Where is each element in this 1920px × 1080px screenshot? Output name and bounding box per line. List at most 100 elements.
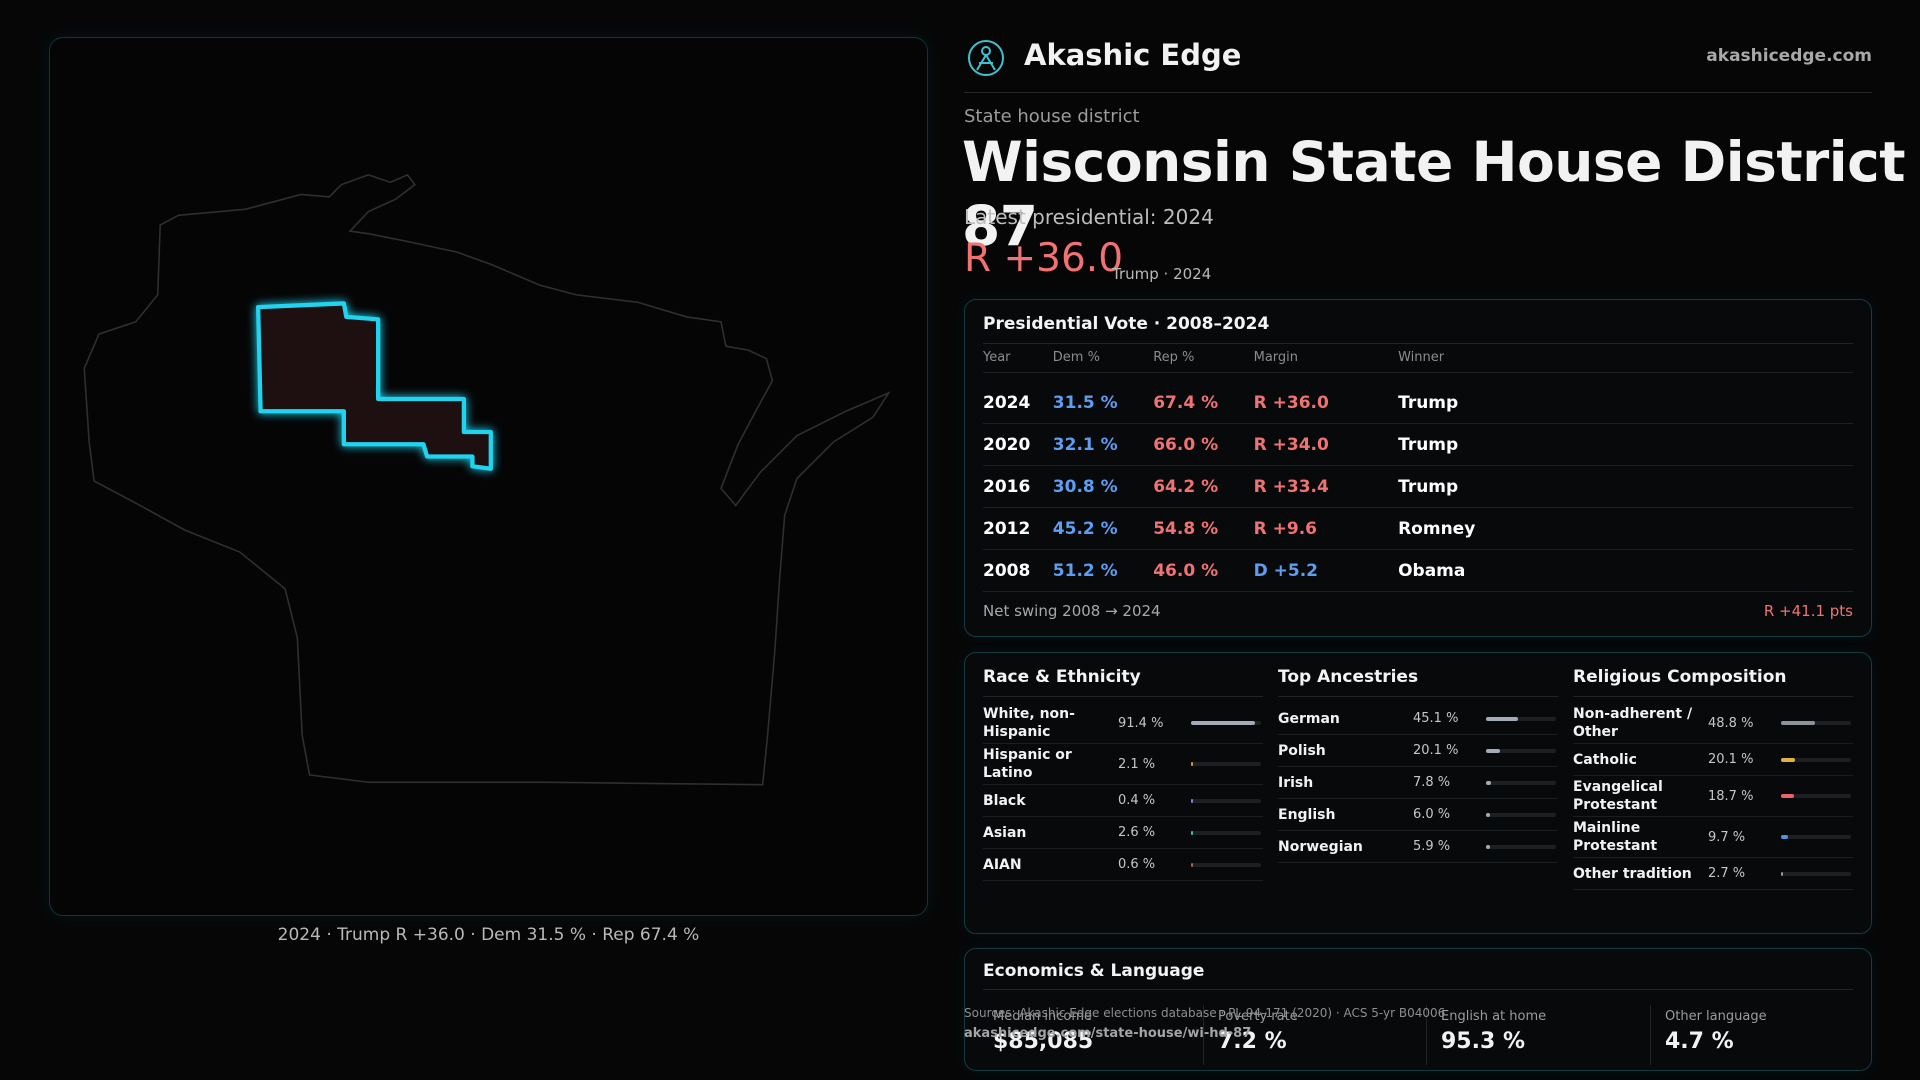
logo[interactable] xyxy=(966,38,1006,78)
table-cell: 2024 xyxy=(983,393,1031,413)
sources: Sources: Akashic Edge elections database… xyxy=(964,1006,1446,1020)
table-cell: 45.2 % xyxy=(1052,519,1118,539)
row-label: Catholic xyxy=(1573,751,1637,768)
bar xyxy=(1781,757,1796,762)
bar-track xyxy=(1191,721,1261,725)
bar xyxy=(1781,835,1788,839)
bar-track xyxy=(1486,748,1556,753)
bar-track xyxy=(1781,721,1851,725)
stat: Median income $85,085 xyxy=(979,1005,1179,1065)
demographic-row: English 6.0 % xyxy=(1278,799,1558,831)
bar-track xyxy=(1191,830,1261,835)
column-header: Year xyxy=(983,350,1011,365)
row-label: Mainline Protestant xyxy=(1573,820,1658,854)
table-cell: 2016 xyxy=(983,477,1031,497)
table-cell: 54.8 % xyxy=(1153,519,1219,539)
map-caption: 2024 · Trump R +36.0 · Dem 31.5 % · Rep … xyxy=(277,925,700,945)
table-cell: Trump xyxy=(1398,393,1459,413)
bar-track xyxy=(1191,762,1261,766)
bar-track xyxy=(1191,798,1261,803)
page-title: Wisconsin State House District 87 xyxy=(962,130,1906,258)
table-row: 2020 32.1 % 66.0 % R +34.0 Trump xyxy=(983,424,1853,466)
demographic-section: Religious Composition Non-adherent / Othe… xyxy=(1573,667,1853,890)
column-header: Margin xyxy=(1253,350,1299,365)
map xyxy=(83,173,891,786)
row-label: Norwegian xyxy=(1278,838,1363,855)
table-cell: 2012 xyxy=(983,519,1031,539)
economics-card: Economics & Language Median income $85,08… xyxy=(964,948,1872,1071)
card-title: Religious Composition xyxy=(1573,667,1853,697)
row-label: Other tradition xyxy=(1573,865,1692,882)
row-label: German xyxy=(1278,710,1340,727)
demographic-row: Evangelical Protestant 18.7 % xyxy=(1573,776,1853,817)
row-value: 0.6 % xyxy=(1118,857,1156,872)
divider xyxy=(964,92,1872,93)
table-cell: 2008 xyxy=(983,561,1031,581)
site-link[interactable]: akashicedge.com xyxy=(1706,46,1872,66)
column-header: Dem % xyxy=(1052,350,1100,365)
table-cell: R +9.6 xyxy=(1253,519,1317,539)
demographic-row: German 45.1 % xyxy=(1278,703,1558,735)
demographic-row: Black 0.4 % xyxy=(983,785,1263,817)
row-value: 9.7 % xyxy=(1708,829,1746,845)
row-value: 91.4 % xyxy=(1118,715,1164,731)
table-cell: 31.5 % xyxy=(1052,393,1118,413)
demographic-row: Catholic 20.1 % xyxy=(1573,744,1853,776)
row-label: Irish xyxy=(1278,774,1314,791)
card-title: Top Ancestries xyxy=(1278,667,1558,697)
row-value: 7.8 % xyxy=(1413,775,1451,790)
table-cell: 46.0 % xyxy=(1153,561,1219,581)
margin: R +36.0 xyxy=(964,236,1124,281)
demographic-row: Norwegian 5.9 % xyxy=(1278,831,1558,863)
table-cell: 67.4 % xyxy=(1153,393,1219,413)
row-label: English xyxy=(1278,806,1336,823)
table-cell: 64.2 % xyxy=(1153,477,1219,497)
bar xyxy=(1781,794,1795,798)
bar xyxy=(1191,862,1193,867)
row-value: 5.9 % xyxy=(1413,839,1451,854)
table-row: 2016 30.8 % 64.2 % R +33.4 Trump xyxy=(983,466,1853,508)
divider xyxy=(983,989,1853,990)
bar-track xyxy=(1781,757,1851,762)
row-value: 2.1 % xyxy=(1118,756,1156,772)
bar xyxy=(1486,780,1492,785)
net-swing-label: Net swing 2008 → 2024 xyxy=(983,602,1161,620)
row-value: 18.7 % xyxy=(1708,788,1754,804)
net-swing: R +41.1 pts xyxy=(1763,602,1853,620)
state-outline xyxy=(83,173,891,786)
bar xyxy=(1486,844,1491,849)
table-cell: D +5.2 xyxy=(1253,561,1318,581)
table-cell: R +34.0 xyxy=(1253,435,1329,455)
bar-track xyxy=(1486,716,1556,721)
row-label: White, non-Hispanic xyxy=(983,706,1075,740)
table-cell: Obama xyxy=(1398,561,1466,581)
bar xyxy=(1486,748,1501,753)
card-title: Economics & Language xyxy=(983,961,1205,981)
demographic-row: Asian 2.6 % xyxy=(983,817,1263,849)
demographic-row: Irish 7.8 % xyxy=(1278,767,1558,799)
stat-label: Poverty rate xyxy=(1218,1009,1298,1024)
stat-value: 7.2 % xyxy=(1218,1029,1287,1054)
bar-track xyxy=(1781,794,1851,798)
table-header: Year Dem % Rep % Margin Winner xyxy=(983,350,1853,373)
page-url[interactable]: akashicedge.com/state-house/wi-hd-87 xyxy=(964,1026,1252,1041)
divider xyxy=(983,343,1853,344)
table-cell: Trump xyxy=(1398,435,1459,455)
demographic-row: Hispanic or Latino 2.1 % xyxy=(983,744,1263,785)
stat: Other language 4.7 % xyxy=(1650,1005,1851,1065)
bar xyxy=(1486,812,1491,817)
bar-track xyxy=(1781,871,1851,876)
bar-track xyxy=(1486,844,1556,849)
row-value: 20.1 % xyxy=(1708,752,1754,767)
map-panel xyxy=(49,37,928,916)
district-shape xyxy=(256,301,493,471)
bar xyxy=(1191,721,1255,725)
demographic-section: Race & Ethnicity White, non-Hispanic 91.4 … xyxy=(983,667,1263,881)
table-cell: R +33.4 xyxy=(1253,477,1329,497)
brand[interactable]: Akashic Edge xyxy=(1024,38,1242,72)
row-label: Evangelical Protestant xyxy=(1573,779,1663,813)
row-value: 0.4 % xyxy=(1118,793,1156,808)
latest-label: Latest presidential: 2024 xyxy=(964,205,1214,229)
presidential-card: Presidential Vote · 2008–2024 Year Dem % R… xyxy=(964,299,1872,637)
